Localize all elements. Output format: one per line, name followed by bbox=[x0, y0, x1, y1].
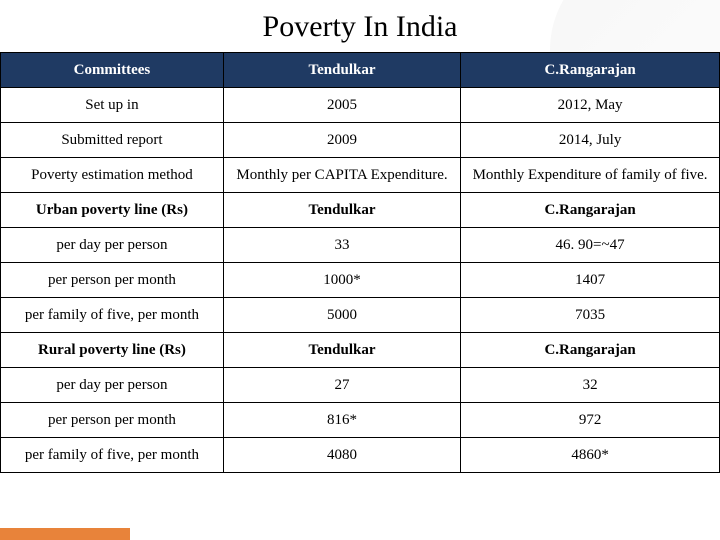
table-row: Poverty estimation method Monthly per CA… bbox=[1, 158, 720, 193]
row-label: Poverty estimation method bbox=[1, 158, 224, 193]
cell-value: 5000 bbox=[223, 298, 460, 333]
section-cell: C.Rangarajan bbox=[461, 333, 720, 368]
cell-value: Monthly per CAPITA Expenditure. bbox=[223, 158, 460, 193]
row-label: per person per month bbox=[1, 403, 224, 438]
table-row: per person per month 816* 972 bbox=[1, 403, 720, 438]
table-row: per family of five, per month 5000 7035 bbox=[1, 298, 720, 333]
cell-value: 1407 bbox=[461, 263, 720, 298]
cell-value: 33 bbox=[223, 228, 460, 263]
cell-value: 46. 90=~47 bbox=[461, 228, 720, 263]
cell-value: 1000* bbox=[223, 263, 460, 298]
table-row: per family of five, per month 4080 4860* bbox=[1, 438, 720, 473]
table-header-row: Committees Tendulkar C.Rangarajan bbox=[1, 53, 720, 88]
table-section-urban: Urban poverty line (Rs) Tendulkar C.Rang… bbox=[1, 193, 720, 228]
page-title: Poverty In India bbox=[0, 0, 720, 52]
row-label: per day per person bbox=[1, 368, 224, 403]
row-label: Submitted report bbox=[1, 123, 224, 158]
cell-value: 2005 bbox=[223, 88, 460, 123]
cell-value: 4080 bbox=[223, 438, 460, 473]
footer-accent-bar bbox=[0, 528, 130, 540]
cell-value: 4860* bbox=[461, 438, 720, 473]
cell-value: 816* bbox=[223, 403, 460, 438]
row-label: per day per person bbox=[1, 228, 224, 263]
cell-value: 32 bbox=[461, 368, 720, 403]
row-label: per person per month bbox=[1, 263, 224, 298]
section-label: Rural poverty line (Rs) bbox=[1, 333, 224, 368]
table-row: per day per person 27 32 bbox=[1, 368, 720, 403]
poverty-comparison-table: Committees Tendulkar C.Rangarajan Set up… bbox=[0, 52, 720, 473]
header-cell-committees: Committees bbox=[1, 53, 224, 88]
section-cell: Tendulkar bbox=[223, 193, 460, 228]
row-label: per family of five, per month bbox=[1, 438, 224, 473]
cell-value: 27 bbox=[223, 368, 460, 403]
header-cell-tendulkar: Tendulkar bbox=[223, 53, 460, 88]
row-label: per family of five, per month bbox=[1, 298, 224, 333]
section-cell: Tendulkar bbox=[223, 333, 460, 368]
cell-value: 7035 bbox=[461, 298, 720, 333]
table-row: per day per person 33 46. 90=~47 bbox=[1, 228, 720, 263]
section-label: Urban poverty line (Rs) bbox=[1, 193, 224, 228]
cell-value: 2014, July bbox=[461, 123, 720, 158]
section-cell: C.Rangarajan bbox=[461, 193, 720, 228]
row-label: Set up in bbox=[1, 88, 224, 123]
table-section-rural: Rural poverty line (Rs) Tendulkar C.Rang… bbox=[1, 333, 720, 368]
header-cell-rangarajan: C.Rangarajan bbox=[461, 53, 720, 88]
cell-value: 2012, May bbox=[461, 88, 720, 123]
cell-value: 2009 bbox=[223, 123, 460, 158]
cell-value: 972 bbox=[461, 403, 720, 438]
cell-value: Monthly Expenditure of family of five. bbox=[461, 158, 720, 193]
table-row: Set up in 2005 2012, May bbox=[1, 88, 720, 123]
table-body: Committees Tendulkar C.Rangarajan Set up… bbox=[1, 53, 720, 473]
table-row: per person per month 1000* 1407 bbox=[1, 263, 720, 298]
table-row: Submitted report 2009 2014, July bbox=[1, 123, 720, 158]
